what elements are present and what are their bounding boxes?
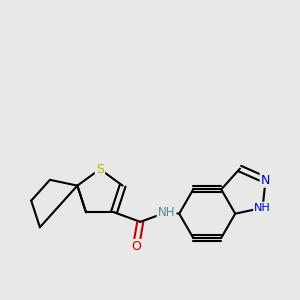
Text: S: S: [96, 163, 104, 176]
Text: O: O: [131, 240, 141, 253]
Text: NH: NH: [158, 206, 176, 219]
Text: N: N: [261, 173, 270, 187]
Text: NH: NH: [254, 203, 271, 213]
